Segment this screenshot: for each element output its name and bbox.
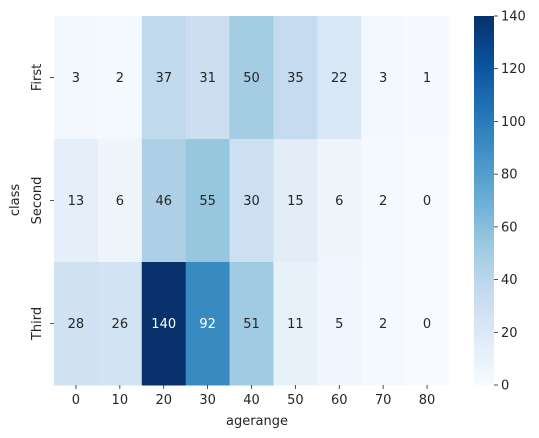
heatmap-cell	[317, 16, 362, 140]
heatmap-cell	[185, 16, 231, 140]
cell-value-label: 2	[379, 317, 387, 332]
colorbar-tick-label: 0	[501, 379, 509, 394]
x-tick-label: 50	[287, 393, 304, 408]
cell-value-label: 26	[112, 317, 129, 332]
x-tick-label: 40	[243, 393, 260, 408]
cell-value-label: 55	[199, 194, 216, 209]
cell-value-label: 22	[331, 71, 348, 86]
x-tick-label: 60	[331, 393, 348, 408]
heatmap-cell	[141, 16, 187, 140]
cell-value-label: 0	[423, 317, 431, 332]
x-axis-label: agerange	[226, 414, 288, 429]
heatmap-cell	[273, 139, 318, 263]
cell-value-label: 37	[155, 71, 172, 86]
x-tick-label: 20	[155, 393, 172, 408]
cell-value-label: 28	[68, 317, 85, 332]
cell-value-label: 3	[72, 71, 80, 86]
x-tick-label: 0	[72, 393, 80, 408]
cell-value-label: 35	[287, 71, 304, 86]
x-tick-label: 30	[199, 393, 216, 408]
cell-value-label: 50	[243, 71, 260, 86]
heatmap-cell	[405, 139, 450, 263]
cell-value-label: 6	[116, 194, 124, 209]
cell-value-label: 2	[379, 194, 387, 209]
colorbar-tick-label: 60	[501, 220, 518, 235]
heatmap-cell	[229, 262, 274, 386]
heatmap-cell	[97, 139, 143, 263]
cell-value-label: 13	[68, 194, 85, 209]
cell-value-label: 2	[116, 71, 124, 86]
heatmap-cell	[141, 139, 187, 263]
heatmap-cell	[405, 16, 450, 140]
y-axis-ticks: First Second Third	[30, 64, 54, 341]
heatmap-cell	[97, 262, 143, 386]
heatmap-cell	[229, 139, 274, 263]
cell-value-label: 51	[243, 317, 260, 332]
x-tick-label: 10	[112, 393, 129, 408]
y-axis-label: class	[8, 184, 23, 216]
x-tick-label: 80	[419, 393, 436, 408]
colorbar-tick-label: 80	[501, 168, 518, 183]
y-tick-label: First	[30, 64, 45, 91]
colorbar-gradient	[474, 16, 494, 385]
cell-value-label: 11	[287, 317, 304, 332]
cell-value-label: 3	[379, 71, 387, 86]
colorbar-tick-label: 40	[501, 273, 518, 288]
heatmap-cell	[229, 16, 274, 140]
cell-value-label: 30	[243, 194, 260, 209]
heatmap-cells	[54, 16, 450, 386]
cell-value-label: 46	[155, 194, 172, 209]
y-tick-label: Third	[30, 307, 45, 341]
cell-value-label: 140	[151, 317, 176, 332]
colorbar-tick-label: 100	[501, 115, 526, 130]
heatmap-cell	[185, 139, 231, 263]
cell-value-label: 1	[423, 71, 431, 86]
heatmap-cell	[361, 262, 406, 386]
heatmap-cell	[185, 262, 231, 386]
cell-value-label: 6	[335, 194, 343, 209]
heatmap-cell	[97, 16, 143, 140]
y-tick-label: Second	[30, 177, 45, 225]
heatmap-cell	[54, 16, 99, 140]
heatmap-cell	[317, 262, 362, 386]
cell-annotations: 3 2 37 31 50 35 22 3 113 6 46 55 30 15 6 2 028 26 140 92 51 1…	[68, 71, 432, 332]
heatmap-cell	[54, 139, 99, 263]
cell-value-label: 15	[287, 194, 304, 209]
heatmap-cell	[405, 262, 450, 386]
heatmap-cell	[141, 262, 187, 386]
heatmap-cell	[361, 139, 406, 263]
cell-value-label: 0	[423, 194, 431, 209]
heatmap-cell	[361, 16, 406, 140]
heatmap-cell	[273, 262, 318, 386]
x-axis-ticks: 0 10 20 30 40 50 60 70 80	[72, 385, 436, 408]
cell-value-label: 31	[199, 71, 216, 86]
colorbar: 0 20 40 60 80 100 120 140	[474, 10, 526, 394]
cell-value-label: 92	[199, 317, 216, 332]
x-tick-label: 70	[375, 393, 392, 408]
colorbar-tick-label: 20	[501, 326, 518, 341]
heatmap-cell	[54, 262, 99, 386]
colorbar-tick-label: 140	[501, 10, 526, 25]
heatmap-cell	[273, 16, 318, 140]
colorbar-tick-label: 120	[501, 62, 526, 77]
colorbar-ticks: 0 20 40 60 80 100 120 140	[494, 10, 526, 394]
cell-value-label: 5	[335, 317, 343, 332]
heatmap-cell	[317, 139, 362, 263]
